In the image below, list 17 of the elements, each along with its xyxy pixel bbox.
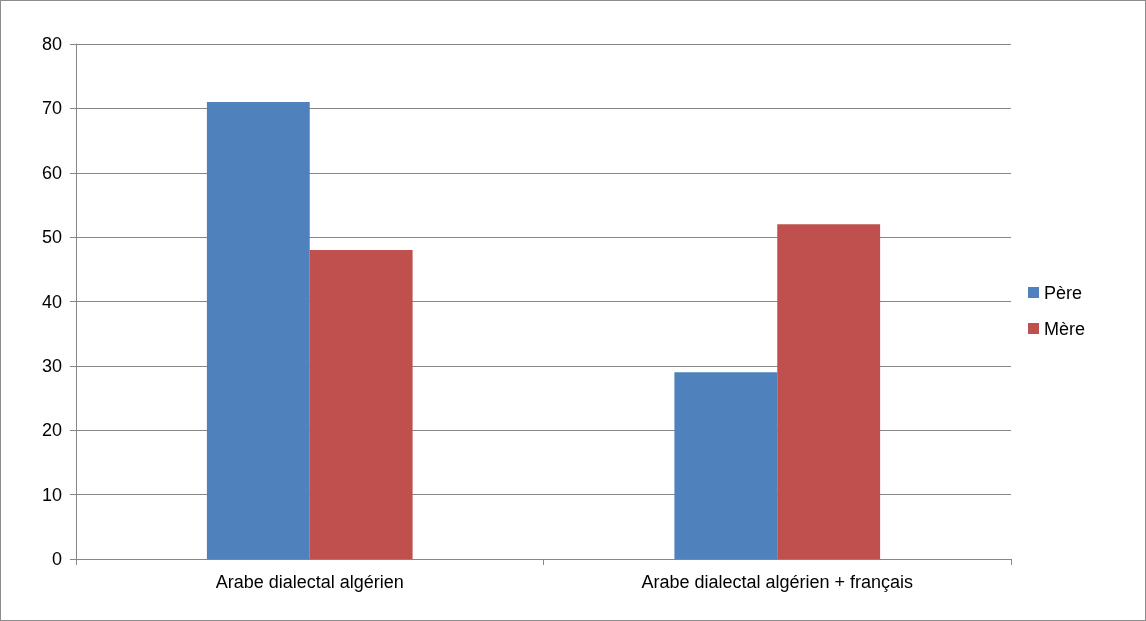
y-tick-label: 30 — [41, 355, 62, 376]
y-tick-label: 50 — [41, 227, 62, 248]
bar — [674, 372, 778, 559]
legend-label: Père — [1044, 282, 1083, 303]
y-tick-label: 20 — [41, 420, 62, 441]
y-tick-label: 80 — [41, 34, 62, 54]
x-tick-label: Arabe dialectal algérien + français — [641, 572, 914, 592]
y-tick-label: 70 — [41, 98, 62, 119]
legend-label: Mère — [1044, 318, 1086, 339]
bar — [309, 250, 413, 559]
y-tick-label: 10 — [41, 484, 62, 505]
bar — [206, 101, 310, 559]
y-tick-label: 0 — [51, 549, 62, 569]
y-tick-label: 40 — [41, 291, 62, 312]
bar — [777, 224, 881, 559]
y-tick-label: 60 — [41, 162, 62, 183]
x-tick-label: Arabe dialectal algérien — [215, 572, 404, 592]
